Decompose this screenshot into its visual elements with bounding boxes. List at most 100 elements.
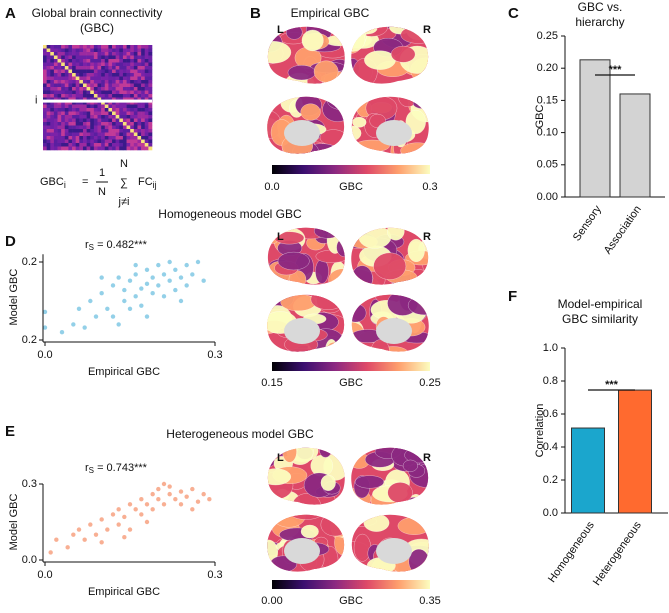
matrix-cell xyxy=(104,59,109,63)
brain-parcel xyxy=(363,514,390,532)
matrix-cell xyxy=(144,108,149,112)
colorbar-label: GBC xyxy=(339,181,363,193)
matrix-cell xyxy=(108,97,113,102)
scatter-point xyxy=(93,532,99,537)
formula-den: N xyxy=(98,186,106,198)
brain-parcel xyxy=(315,259,329,284)
matrix-cell xyxy=(119,83,124,88)
matrix-cell xyxy=(75,125,80,130)
panel-title: hierarchy xyxy=(575,15,624,29)
matrix-cell xyxy=(115,52,120,56)
matrix-cell xyxy=(144,73,149,77)
matrix-cell xyxy=(108,45,113,49)
matrix-cell xyxy=(68,62,73,67)
matrix-cell xyxy=(53,129,58,133)
matrix-cell xyxy=(72,118,76,123)
matrix-cell xyxy=(126,76,131,81)
matrix-cell xyxy=(53,132,58,137)
matrix-cell xyxy=(93,66,98,70)
matrix-cell xyxy=(97,69,102,74)
matrix-cell xyxy=(141,52,146,56)
matrix-cell xyxy=(126,45,131,49)
y-tick-label: 0.10 xyxy=(537,127,558,139)
matrix-cell xyxy=(86,129,91,133)
annotation-text: = 0.482*** xyxy=(94,239,148,251)
x-axis-label: Empirical GBC xyxy=(88,586,160,598)
matrix-cell xyxy=(112,97,116,102)
matrix-cell xyxy=(61,115,66,119)
matrix-cell xyxy=(104,45,109,49)
matrix-cell xyxy=(61,122,66,126)
panel-letter: F xyxy=(508,288,517,305)
matrix-cell xyxy=(53,87,58,91)
matrix-cell xyxy=(43,59,47,63)
matrix-cell xyxy=(57,132,62,137)
y-tick-label: 0.6 xyxy=(543,408,558,420)
matrix-cell xyxy=(101,48,106,53)
matrix-cell xyxy=(50,97,55,102)
matrix-cell xyxy=(93,80,98,84)
matrix-cell xyxy=(90,125,95,130)
matrix-cell xyxy=(133,62,138,67)
matrix-cell xyxy=(90,97,95,102)
hemisphere-label: L xyxy=(277,231,284,243)
matrix-cell xyxy=(122,48,127,53)
brain-parcel xyxy=(300,103,321,121)
matrix-cell xyxy=(53,136,58,140)
bar xyxy=(618,389,652,514)
matrix-cell xyxy=(137,62,142,67)
matrix-cell xyxy=(104,101,109,105)
scatter-point xyxy=(173,287,178,293)
matrix-cell xyxy=(108,122,113,126)
matrix-cell xyxy=(57,97,62,102)
matrix-cell xyxy=(104,136,109,140)
matrix-cell xyxy=(79,66,84,70)
matrix-cell xyxy=(46,129,51,133)
matrix-cell xyxy=(148,111,153,116)
matrix-cell xyxy=(112,108,116,112)
matrix-cell xyxy=(97,94,102,98)
scatter-point xyxy=(195,499,201,504)
formula-lhs: GBCi xyxy=(40,176,66,190)
x-tick-label: 0.3 xyxy=(207,349,222,361)
matrix-cell xyxy=(97,104,102,109)
matrix-cell xyxy=(126,66,131,70)
matrix-cell xyxy=(64,87,69,91)
matrix-cell xyxy=(53,111,58,116)
matrix-cell xyxy=(122,132,127,137)
matrix-cell xyxy=(115,62,120,67)
matrix-cell xyxy=(112,73,116,77)
colorbar-tick-label: 0.00 xyxy=(261,595,282,607)
brain-parcel xyxy=(389,281,423,285)
matrix-cell xyxy=(97,48,102,53)
matrix-cell xyxy=(112,146,116,151)
matrix-cell xyxy=(64,59,69,63)
matrix-cell xyxy=(86,143,91,147)
matrix-cell xyxy=(75,66,80,70)
matrix-cell xyxy=(86,136,91,140)
matrix-cell xyxy=(122,80,127,84)
matrix-cell xyxy=(115,59,120,63)
scatter-point xyxy=(88,522,93,527)
panel-title: Heterogeneous model GBC xyxy=(166,427,314,441)
matrix-cell xyxy=(122,101,127,105)
matrix-cell xyxy=(75,83,80,88)
matrix-cell xyxy=(122,139,127,144)
matrix-cell xyxy=(61,73,66,77)
matrix-cell xyxy=(137,52,142,56)
matrix-cell xyxy=(64,48,69,53)
matrix-cell xyxy=(115,136,120,140)
scatter-point xyxy=(178,502,184,507)
matrix-cell xyxy=(90,45,95,49)
matrix-cell xyxy=(93,122,98,126)
matrix-cell xyxy=(144,101,149,105)
matrix-cell xyxy=(141,55,146,60)
matrix-cell xyxy=(148,125,153,130)
matrix-cell xyxy=(130,62,135,67)
matrix-cell xyxy=(130,52,135,56)
matrix-cell xyxy=(141,73,146,77)
scatter-point xyxy=(110,512,116,517)
brain-parcel xyxy=(387,482,413,504)
matrix-cell xyxy=(72,139,76,144)
matrix-cell xyxy=(53,101,58,105)
